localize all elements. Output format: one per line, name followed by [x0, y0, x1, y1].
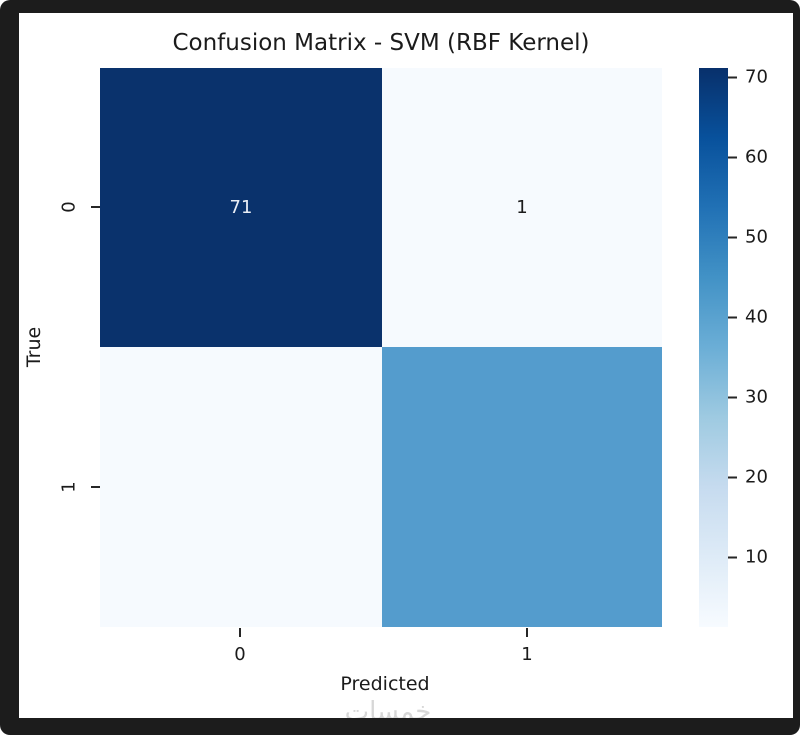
chart-title: Confusion Matrix - SVM (RBF Kernel): [172, 30, 590, 56]
matrix-cell-true1-pred1: [382, 347, 662, 627]
colorbar-ticks: 70 60 50 40 30 20 10: [728, 67, 788, 627]
cell-value: 1: [516, 197, 528, 218]
colorbar-tick: 10: [728, 547, 768, 568]
confusion-matrix-heatmap: 71 1: [100, 68, 662, 627]
x-axis-label: Predicted: [340, 673, 430, 695]
y-tick-label-1: 1: [58, 481, 80, 493]
colorbar-tick-label: 70: [745, 66, 768, 88]
colorbar-tick-label: 30: [745, 386, 768, 408]
colorbar-tick-mark: [728, 236, 737, 238]
colorbar-tick: 70: [728, 67, 768, 88]
colorbar-tick-mark: [728, 156, 737, 158]
colorbar-tick-mark: [728, 316, 737, 318]
matrix-cell-true0-pred1: 1: [382, 68, 662, 347]
matrix-cell-true1-pred0: [100, 347, 382, 627]
colorbar-tick: 60: [728, 147, 768, 168]
y-tick-label-0: 0: [58, 201, 80, 213]
colorbar-tick: 30: [728, 387, 768, 408]
colorbar-tick-label: 60: [745, 146, 768, 168]
y-tick-mark: [91, 206, 100, 208]
colorbar-gradient: [699, 68, 728, 627]
x-tick-label-0: 0: [234, 644, 246, 665]
colorbar-tick: 40: [728, 307, 768, 328]
matrix-cell-true0-pred0: 71: [100, 68, 382, 347]
colorbar-tick-label: 20: [745, 466, 768, 488]
colorbar-tick-label: 50: [745, 226, 768, 248]
x-tick-mark: [526, 628, 528, 637]
colorbar-tick-label: 40: [745, 306, 768, 328]
cell-value: 71: [229, 197, 253, 218]
colorbar-tick-mark: [728, 76, 737, 78]
y-axis-label: True: [23, 326, 45, 368]
x-tick-mark: [239, 628, 241, 637]
colorbar-tick-mark: [728, 396, 737, 398]
colorbar-tick: 20: [728, 467, 768, 488]
colorbar-tick-mark: [728, 556, 737, 558]
y-tick-mark: [91, 486, 100, 488]
x-tick-label-1: 1: [521, 644, 533, 665]
colorbar-tick-mark: [728, 476, 737, 478]
colorbar-tick: 50: [728, 227, 768, 248]
watermark: خمسات: [344, 697, 432, 718]
colorbar-tick-label: 10: [745, 546, 768, 568]
